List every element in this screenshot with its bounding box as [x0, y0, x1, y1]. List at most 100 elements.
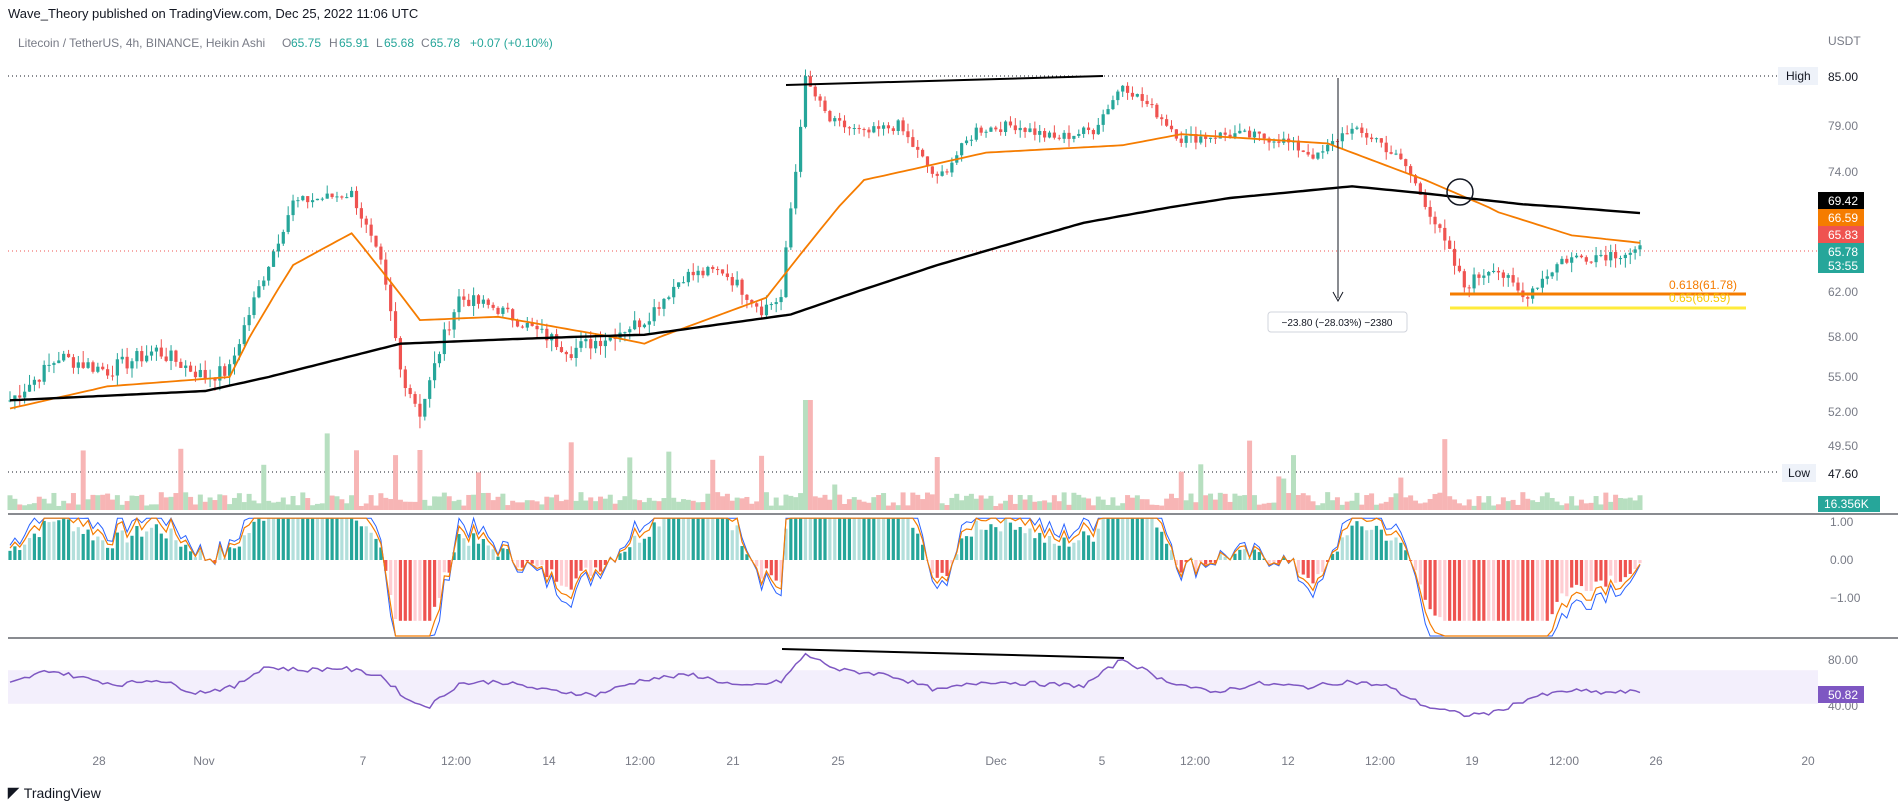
- measure-tool[interactable]: −23.80 (−28.03%) −2380: [1267, 78, 1408, 333]
- macd-histogram-bar: [1467, 560, 1471, 621]
- macd-histogram-bar: [1077, 540, 1081, 560]
- candle: [1043, 128, 1047, 142]
- volume-bar: [1432, 494, 1438, 510]
- macd-histogram-bar: [1613, 560, 1618, 583]
- macd-histogram-bar: [1252, 549, 1257, 560]
- candles-group[interactable]: [8, 69, 1642, 429]
- volume-bar: [544, 496, 550, 510]
- legend-close-label: C: [421, 36, 430, 50]
- volume-bar: [1266, 502, 1272, 510]
- candle: [8, 391, 12, 403]
- macd-histogram-bar: [862, 518, 866, 560]
- macd-histogram-bar: [891, 518, 895, 560]
- time-axis[interactable]: 28 Nov 7 12:00 14 12:00 21 25 Dec 5 12:00 12 12:00 19…: [92, 754, 1815, 768]
- macd-histogram-bar: [1008, 522, 1013, 560]
- trendline-price-top[interactable]: [785, 75, 1104, 86]
- volume-bar: [1334, 497, 1340, 510]
- volume-bar: [802, 400, 808, 510]
- macd-histogram-bar: [515, 560, 520, 568]
- candle: [501, 306, 505, 317]
- candle: [964, 136, 969, 146]
- rsi-line[interactable]: [9, 652, 1641, 718]
- candle: [496, 306, 500, 316]
- candle: [1194, 126, 1198, 150]
- ema-fast-line[interactable]: [9, 133, 1641, 410]
- candle: [969, 135, 974, 147]
- volume-bar: [41, 498, 47, 510]
- macd-histogram-bar: [1013, 529, 1017, 560]
- macd-histogram-bar: [179, 546, 183, 560]
- candle: [525, 316, 529, 331]
- candle: [613, 328, 617, 351]
- volume-bar: [1115, 505, 1121, 510]
- macd-signal-line[interactable]: [9, 516, 1641, 637]
- volume-bar: [812, 496, 818, 510]
- candle: [1086, 122, 1091, 135]
- candle: [657, 301, 661, 316]
- macd-histogram-bar: [1521, 560, 1525, 621]
- macd-histogram-bar: [1365, 530, 1369, 560]
- high-tag: High 85.00: [1778, 67, 1858, 85]
- macd-histogram-bar: [1057, 545, 1061, 560]
- candle: [1125, 82, 1130, 100]
- macd-histogram-bar: [1345, 535, 1349, 560]
- crossover-circle[interactable]: [1446, 178, 1474, 206]
- macd-pane[interactable]: [8, 516, 1642, 637]
- candle: [1326, 139, 1330, 155]
- candle: [120, 348, 124, 364]
- candle: [1008, 116, 1013, 128]
- candle: [1604, 245, 1608, 267]
- trendline-rsi-top[interactable]: [781, 648, 1125, 659]
- macd-histogram-bar: [218, 548, 222, 560]
- time-tick-label: 26: [1649, 754, 1663, 768]
- macd-histogram-bar: [642, 538, 647, 560]
- macd-histogram-bar: [789, 518, 793, 560]
- volume-bar: [1251, 495, 1257, 510]
- candle: [1389, 145, 1393, 155]
- macd-histogram-bar: [432, 560, 437, 607]
- volume-bar: [1559, 505, 1565, 510]
- macd-histogram-bar: [877, 518, 881, 560]
- candle: [140, 345, 144, 367]
- macd-histogram-bar: [393, 560, 398, 620]
- volume-bar: [1574, 505, 1580, 510]
- ema-slow-line[interactable]: [9, 185, 1641, 402]
- macd-histogram-bar: [1565, 560, 1569, 597]
- fib-levels[interactable]: 0.618(61.78) 0.65(60.59): [1450, 278, 1746, 310]
- candle: [1452, 240, 1457, 275]
- volume-bar: [1637, 495, 1643, 510]
- candle: [1282, 131, 1286, 145]
- volume-bar: [436, 496, 442, 510]
- macd-histogram-bar: [1584, 560, 1588, 591]
- macd-histogram-bar: [1389, 540, 1393, 560]
- moving-averages[interactable]: [9, 133, 1641, 410]
- footer-brand[interactable]: ◤ TradingView: [8, 784, 101, 801]
- candle: [1330, 133, 1335, 151]
- macd-histogram-bar: [335, 518, 339, 560]
- macd-histogram-bar: [1243, 549, 1247, 560]
- macd-histogram-bar: [1082, 531, 1086, 560]
- time-tick-label: Nov: [193, 754, 214, 768]
- volume-bar: [656, 501, 662, 510]
- macd-histogram-bar: [188, 551, 193, 560]
- volume-bar: [1046, 502, 1052, 510]
- volume-bar: [451, 501, 457, 510]
- candle: [1628, 248, 1632, 265]
- volume-bar: [578, 492, 584, 510]
- candle: [110, 365, 115, 381]
- volume-bar: [1535, 502, 1541, 510]
- volume-bar: [1471, 505, 1477, 510]
- volume-bar: [227, 504, 233, 510]
- candle: [1404, 158, 1408, 173]
- volume-area: [7, 400, 1643, 510]
- macd-histogram-bar: [901, 518, 905, 560]
- candle: [1379, 138, 1383, 148]
- macd-histogram-bar: [452, 552, 456, 560]
- macd-histogram-bar: [1111, 518, 1115, 560]
- candle: [1130, 86, 1135, 100]
- rsi-pane[interactable]: [8, 652, 1818, 718]
- candle: [1199, 130, 1203, 145]
- macd-histogram-bar: [23, 544, 27, 560]
- macd-histogram-bar: [1545, 560, 1549, 621]
